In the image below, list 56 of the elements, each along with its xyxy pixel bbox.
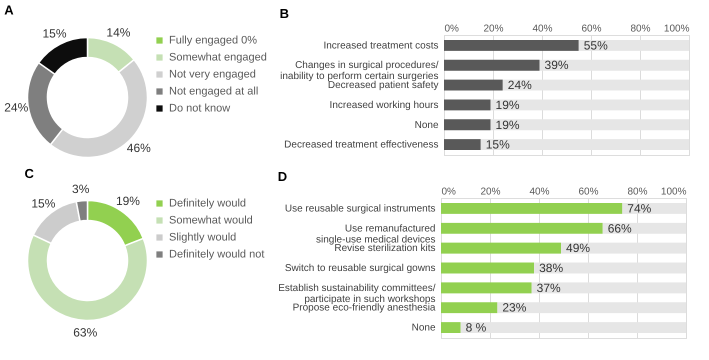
data-label: 19% — [116, 194, 140, 208]
x-tick-label: 100% — [664, 24, 690, 34]
y-tick-label: Decreased treatment effectiveness — [284, 140, 438, 151]
x-tick-label: 0% — [442, 186, 456, 198]
y-tick-label: Use reusable surgical instruments — [284, 203, 436, 214]
data-label: 15% — [31, 196, 56, 211]
chart-title: C — [24, 166, 34, 181]
x-tick-label: 60% — [581, 24, 602, 34]
legend-label: Not very engaged — [169, 68, 256, 80]
text: B — [280, 6, 289, 21]
legend-label: Slightly would — [169, 232, 236, 244]
legend-label: Not engaged at all — [169, 86, 258, 98]
data-label: 38% — [539, 261, 564, 275]
data-label: 8 % — [466, 320, 487, 335]
data-label: 19% — [496, 98, 520, 112]
data-label: 3% — [72, 182, 90, 196]
x-tick-label: 40% — [532, 24, 553, 34]
data-label: 66% — [608, 221, 632, 236]
legend-label: Fully engaged 0% — [169, 34, 258, 46]
legend-label: Do not know — [169, 102, 230, 114]
data-label: 37% — [536, 280, 561, 295]
text: D — [278, 169, 288, 184]
data-label: 49% — [566, 241, 590, 256]
y-tick-label: None — [414, 120, 439, 131]
y-tick-label: Decreased patient safety — [328, 80, 438, 92]
data-label: 19% — [496, 118, 520, 132]
y-tick-label: Switch to reusable surgical gowns — [284, 263, 436, 274]
x-tick-label: 20% — [483, 24, 504, 34]
y-tick-label: Increased working hours — [330, 100, 438, 111]
y-tick-label: None — [412, 322, 436, 334]
data-label: 14% — [106, 25, 131, 40]
legend-label: Definitely would not — [169, 248, 264, 260]
x-tick-label: 0% — [444, 24, 460, 34]
data-label: 74% — [627, 201, 652, 216]
y-tick-label: Revise sterilization kits — [334, 243, 436, 254]
data-label: 46% — [126, 141, 152, 156]
x-tick-label: 80% — [627, 186, 648, 198]
data-label: 15% — [486, 138, 510, 152]
data-label: 23% — [502, 300, 527, 315]
x-tick-label: 80% — [630, 24, 651, 34]
legend-label: Somewhat engaged — [169, 52, 267, 64]
x-tick-label: 20% — [480, 186, 501, 198]
y-tick-label: Increased treatment costs — [323, 40, 438, 52]
data-label: 63% — [73, 325, 98, 340]
data-label: 39% — [544, 58, 569, 72]
slice-label: Somewhat would — [169, 214, 253, 226]
data-label: 15% — [42, 26, 67, 41]
x-tick-label: 100% — [660, 186, 687, 198]
chart-title: A — [4, 2, 14, 18]
x-tick-label: 40% — [529, 186, 550, 198]
data-label: 24% — [508, 78, 532, 92]
data-label: 24% — [4, 100, 29, 115]
data-label: 55% — [584, 38, 608, 52]
y-tick-label: Propose eco-friendly anesthesia — [292, 302, 436, 314]
x-tick-label: 60% — [578, 186, 599, 198]
legend-label: Definitely would — [169, 198, 246, 210]
